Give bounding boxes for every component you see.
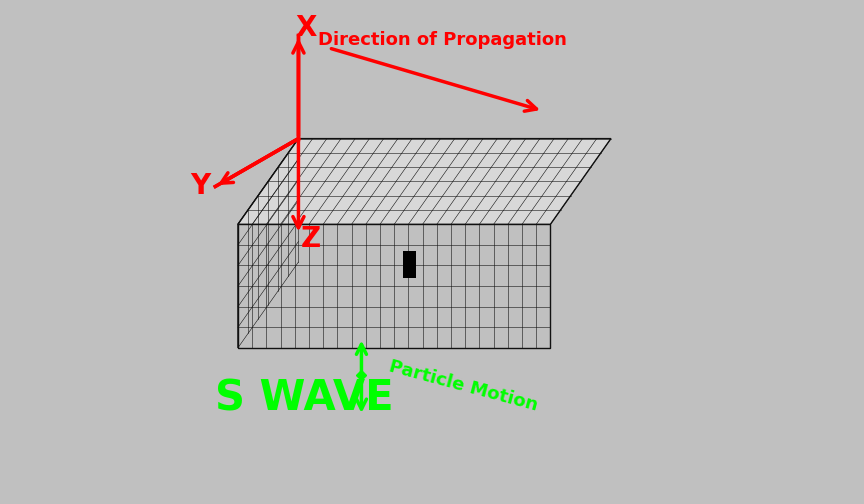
Polygon shape [238,224,550,348]
Text: S WAVE: S WAVE [215,377,394,419]
Text: Particle Motion: Particle Motion [386,357,539,414]
Text: Y: Y [190,172,210,201]
Text: Z: Z [301,225,321,254]
Bar [403,251,416,279]
Polygon shape [238,139,298,348]
Text: X: X [295,14,317,42]
Text: Direction of Propagation: Direction of Propagation [318,31,567,49]
Polygon shape [238,139,611,224]
